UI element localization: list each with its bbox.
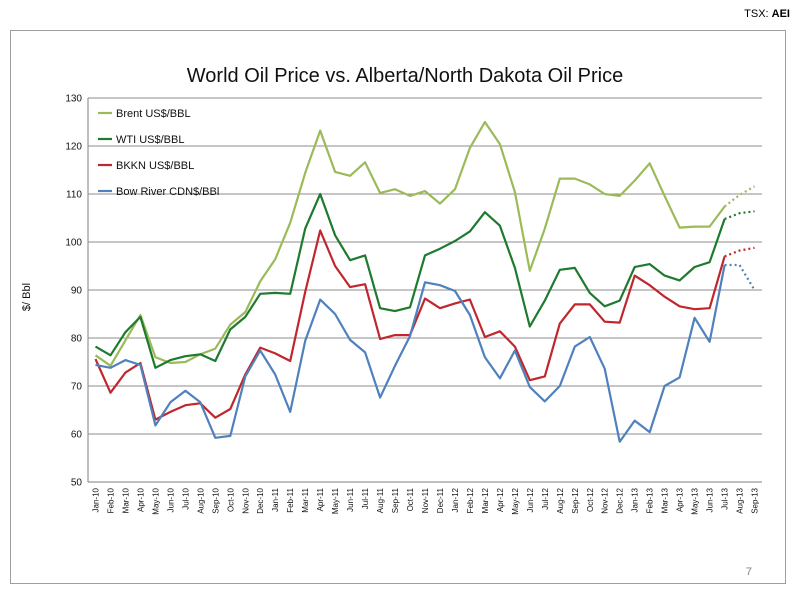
x-tick-label: Apr-10: [136, 487, 145, 512]
ticker-prefix: TSX:: [744, 8, 772, 20]
x-tick-label: Jul-11: [361, 487, 370, 509]
x-tick-label: Dec-12: [616, 487, 625, 513]
y-axis-label: $/ Bbl: [21, 283, 33, 311]
series-line-1: [94, 192, 726, 369]
x-tick-label: Oct-10: [226, 487, 235, 512]
x-tick-label: Nov-11: [421, 487, 430, 513]
chart-title: World Oil Price vs. Alberta/North Dakota…: [187, 65, 623, 87]
x-tick-label: Feb-12: [466, 487, 475, 513]
x-tick-label: Apr-11: [316, 487, 325, 511]
series-lines: [94, 120, 756, 443]
x-tick-label: May-13: [691, 487, 700, 514]
x-tick-label: Jul-10: [181, 487, 190, 509]
y-tick-labels: 50 60 70 80 90 100 110 120 130: [65, 94, 82, 489]
page-number: 7: [745, 566, 752, 578]
series-line-3: [95, 264, 726, 443]
x-tick-label: May-11: [331, 487, 340, 514]
x-tick-label: Jun-13: [706, 487, 715, 512]
x-tick-label: Jul-13: [721, 487, 730, 509]
gridlines: [88, 97, 762, 435]
series-line-0: [94, 120, 726, 367]
x-tick-label: Dec-10: [256, 487, 265, 513]
y-tick-label: 50: [71, 478, 83, 489]
y-tick-label: 130: [65, 94, 82, 105]
x-tick-label: Oct-11: [406, 487, 415, 511]
legend-entry: BKKN US$/BBL: [116, 160, 194, 172]
legend-entry: WTI US$/BBL: [116, 134, 184, 146]
y-tick-label: 110: [66, 190, 82, 201]
series-forecast-2: [724, 246, 755, 258]
legend-entry: Brent US$/BBL: [116, 108, 191, 120]
x-tick-label: Mar-12: [481, 487, 490, 513]
x-tick-label: Jan-12: [451, 487, 460, 512]
series-forecast-1: [724, 210, 755, 221]
x-tick-label: Sep-13: [751, 487, 760, 513]
y-tick-label: 70: [71, 382, 83, 393]
x-tick-labels: Jan-10 Feb-10 Mar-10 Apr-10 May-10 Jun-10 Jul-…: [91, 487, 759, 514]
slide-frame: [10, 30, 786, 584]
x-tick-label: Jan-13: [631, 487, 640, 512]
x-tick-label: Feb-10: [106, 487, 115, 513]
x-tick-label: Jan-11: [271, 487, 280, 511]
y-tick-label: 120: [65, 142, 82, 153]
ticker-symbol: AEI: [771, 8, 790, 20]
x-tick-label: Mar-10: [121, 487, 130, 513]
x-tick-label: Mar-11: [301, 487, 310, 512]
x-tick-label: Feb-13: [646, 487, 655, 513]
x-tick-label: Sep-10: [211, 487, 220, 513]
x-tick-label: Aug-12: [556, 487, 565, 513]
x-tick-label: Nov-10: [241, 487, 250, 513]
series-forecast-3: [724, 263, 756, 291]
y-tick-label: 90: [71, 286, 83, 297]
x-tick-label: Nov-12: [601, 487, 610, 513]
x-tick-label: May-10: [151, 487, 160, 514]
x-tick-label: Aug-10: [196, 487, 205, 513]
x-tick-label: Jun-11: [346, 487, 355, 511]
x-tick-label: Dec-11: [436, 487, 445, 513]
x-tick-label: Sep-12: [571, 487, 580, 513]
x-tick-label: Mar-13: [661, 487, 670, 513]
x-tick-label: Jan-10: [91, 487, 100, 512]
x-tick-label: Apr-12: [496, 487, 505, 512]
x-tick-label: May-12: [511, 487, 520, 514]
x-tick-label: Jul-12: [541, 487, 550, 509]
legend-entry: Bow River CDN$/BBl: [116, 186, 219, 198]
x-tick-label: Feb-11: [286, 487, 295, 512]
x-tick-label: Sep-11: [391, 487, 400, 513]
y-tick-label: 60: [71, 430, 83, 441]
ticker-label: TSX: AEI: [744, 8, 790, 20]
series-line-2: [94, 229, 726, 421]
y-tick-label: 80: [71, 334, 83, 345]
series-forecast-0: [723, 185, 756, 208]
legend: Brent US$/BBL WTI US$/BBL BKKN US$/BBL Bow …: [98, 108, 219, 198]
x-tick-label: Apr-13: [676, 487, 685, 512]
y-tick-label: 100: [65, 238, 82, 249]
x-tick-label: Jun-12: [526, 487, 535, 512]
x-tick-label: Aug-11: [376, 487, 385, 513]
x-tick-label: Aug-13: [736, 487, 745, 513]
x-tick-label: Oct-12: [586, 487, 595, 512]
x-tick-label: Jun-10: [166, 487, 175, 512]
